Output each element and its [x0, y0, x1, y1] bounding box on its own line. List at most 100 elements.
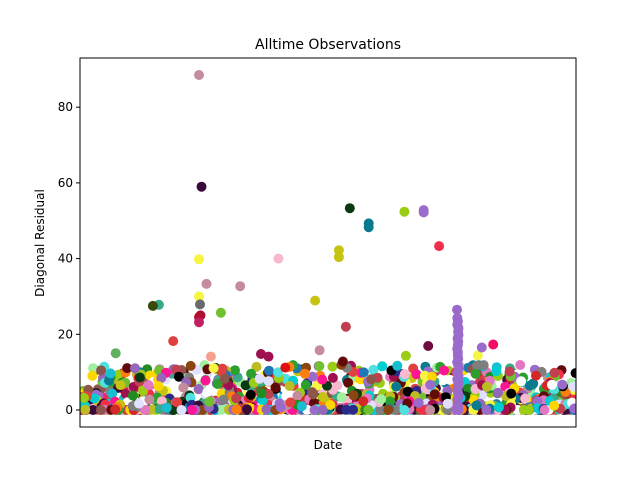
scatter-point: [363, 222, 374, 233]
scatter-point: [547, 379, 557, 390]
scatter-point: [442, 398, 453, 409]
scatter-point: [172, 397, 182, 408]
scatter-point: [348, 390, 359, 401]
scatter-point: [134, 372, 145, 383]
scatter-point: [399, 405, 410, 415]
scatter-point: [219, 373, 230, 384]
scatter-point: [470, 368, 481, 379]
scatter-point: [153, 381, 164, 392]
scatter-point: [531, 370, 541, 381]
scatter-point: [87, 370, 98, 381]
scatter-point: [251, 361, 262, 372]
scatter-point: [358, 396, 369, 407]
y-axis: 0 20 40 60 80: [58, 100, 80, 417]
scatter-point: [96, 405, 106, 415]
scatter-point: [309, 405, 320, 415]
scatter-point: [549, 367, 560, 378]
chart-title: Alltime Observations: [255, 37, 401, 53]
scatter-point: [254, 373, 265, 384]
scatter-point: [343, 377, 354, 388]
scatter-point: [333, 252, 344, 263]
scatter-point: [80, 404, 91, 415]
scatter-point: [88, 405, 98, 415]
y-tick-label: 80: [58, 100, 73, 114]
scatter-point: [399, 369, 410, 380]
scatter-point: [110, 404, 121, 415]
scatter-point: [568, 381, 576, 392]
scatter-point: [570, 368, 576, 379]
scatter-point: [96, 365, 107, 376]
scatter-point: [337, 356, 348, 367]
scatter-point: [400, 350, 411, 361]
scatter-point: [130, 363, 140, 374]
scatter-point: [263, 376, 274, 387]
scatter-point: [426, 371, 437, 382]
scatter-point: [231, 404, 242, 415]
scatter-point: [280, 362, 291, 373]
scatter-point: [194, 70, 204, 80]
scatter-point: [491, 366, 502, 377]
scatter-point: [176, 405, 187, 415]
scatter-point: [204, 396, 215, 407]
scatter-point: [363, 404, 374, 415]
scatter-point: [411, 369, 422, 380]
scatter-point: [261, 404, 272, 415]
scatter-point: [344, 203, 355, 214]
scatter-point: [310, 295, 321, 306]
scatter-point: [439, 365, 450, 376]
scatter-point: [173, 371, 184, 382]
scatter-point: [429, 389, 440, 400]
scatter-point: [147, 404, 158, 415]
scatter-point: [240, 380, 251, 391]
scatter-point: [368, 364, 379, 375]
scatter-point: [140, 405, 150, 415]
scatter-point: [317, 392, 328, 402]
scatter-point: [413, 397, 424, 408]
scatter-point: [299, 368, 310, 379]
scatter-point: [472, 360, 482, 371]
scatter-point: [539, 405, 550, 415]
scatter-point: [187, 404, 197, 415]
scatter-point: [107, 388, 118, 399]
y-axis-label: Diagonal Residual: [33, 189, 47, 297]
scatter-point: [348, 404, 359, 415]
y-tick-label: 60: [58, 176, 73, 190]
scatter-point: [375, 405, 386, 415]
scatter-point: [80, 392, 89, 403]
scatter-point: [110, 348, 121, 359]
scatter-point: [358, 367, 369, 378]
y-tick-label: 40: [58, 252, 73, 266]
scatter-point: [399, 206, 410, 217]
scatter-point: [292, 390, 303, 401]
scatter-point: [202, 387, 213, 398]
scatter-point: [230, 365, 240, 376]
scatter-point: [488, 339, 499, 350]
scatter-point: [185, 360, 196, 371]
points-layer: [80, 70, 576, 415]
scatter-point: [201, 278, 212, 289]
scatter-point: [366, 374, 377, 385]
scatter-point: [161, 402, 172, 413]
scatter-point: [246, 368, 257, 379]
scatter-point: [231, 393, 242, 404]
scatter-point: [392, 360, 403, 371]
scatter-point: [569, 403, 576, 414]
scatter-point: [515, 360, 526, 370]
scatter-point: [444, 374, 455, 385]
scatter-point: [178, 382, 189, 393]
scatter-point: [88, 363, 99, 374]
scatter-point: [105, 368, 116, 379]
scatter-point: [452, 304, 462, 315]
scatter-point: [195, 299, 205, 310]
scatter-point: [463, 383, 473, 394]
scatter-point: [471, 400, 482, 411]
scatter-point: [520, 393, 531, 404]
scatter-point: [147, 300, 158, 311]
scatter-point: [516, 376, 527, 387]
scatter-point: [144, 394, 155, 405]
scatter-point: [425, 405, 436, 415]
scatter-point: [317, 374, 328, 385]
scatter-point: [205, 351, 216, 362]
scatter-point: [300, 379, 311, 390]
